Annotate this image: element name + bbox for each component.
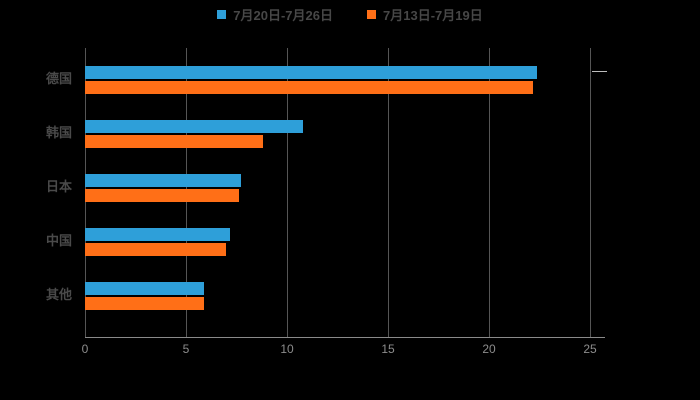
bar-blue-日本[interactable] [85, 174, 241, 187]
category-label-韩国: 韩国 [45, 125, 72, 140]
x-tick-label-10: 10 [280, 342, 294, 356]
legend-item-week1[interactable]: 7月13日-7月19日 [367, 5, 483, 24]
legend-item-week2[interactable]: 7月20日-7月26日 [217, 5, 333, 24]
category-label-其他: 其他 [45, 287, 72, 302]
x-tick-label-0: 0 [81, 342, 89, 356]
x-tick-label-5: 5 [182, 342, 190, 356]
gridline-x-10 [287, 48, 288, 337]
x-tick-label-25: 25 [583, 342, 597, 356]
bar-orange-日本[interactable] [85, 189, 239, 202]
bar-blue-韩国[interactable] [85, 120, 304, 133]
legend-label-week2: 7月20日-7月26日 [233, 8, 333, 23]
bar-blue-其他[interactable] [85, 282, 205, 295]
x-tick-label-15: 15 [381, 342, 395, 356]
plot-area [85, 48, 591, 337]
bar-orange-中国[interactable] [85, 243, 227, 256]
gridline-x-20 [489, 48, 490, 337]
bar-orange-韩国[interactable] [85, 135, 263, 148]
legend-label-week1: 7月13日-7月19日 [383, 8, 483, 23]
category-label-中国: 中国 [45, 233, 72, 248]
bar-orange-其他[interactable] [85, 297, 205, 310]
category-label-德国: 德国 [45, 71, 72, 86]
x-tick-label-20: 20 [482, 342, 496, 356]
gridline-x-15 [388, 48, 389, 337]
category-label-日本: 日本 [45, 179, 72, 194]
right-edge-tick [592, 71, 607, 72]
gridline-x-25 [590, 48, 591, 337]
x-axis-line [85, 337, 605, 338]
bar-blue-中国[interactable] [85, 228, 231, 241]
bar-blue-德国[interactable] [85, 66, 538, 79]
legend-swatch-blue-icon [217, 10, 227, 19]
chart-legend: 7月20日-7月26日 7月13日-7月19日 [0, 5, 700, 24]
legend-swatch-orange-icon [367, 10, 376, 19]
bar-orange-德国[interactable] [85, 81, 534, 94]
